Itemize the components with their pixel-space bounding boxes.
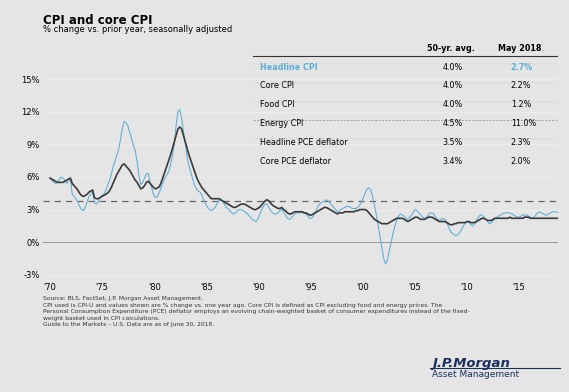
- Text: % change vs. prior year, seasonally adjusted: % change vs. prior year, seasonally adju…: [43, 25, 232, 34]
- Text: 4.0%: 4.0%: [443, 82, 463, 91]
- Text: Core PCE deflator: Core PCE deflator: [259, 157, 331, 165]
- Text: Food CPI: Food CPI: [259, 100, 294, 109]
- Text: Headline CPI: Headline CPI: [259, 63, 318, 72]
- Text: 2.7%: 2.7%: [511, 63, 533, 72]
- Text: 2.0%: 2.0%: [511, 157, 531, 165]
- Text: CPI and core CPI: CPI and core CPI: [43, 14, 152, 27]
- Text: Source: BLS, FactSet, J.P. Morgan Asset Management.
CPI used is CPI-U and values: Source: BLS, FactSet, J.P. Morgan Asset …: [43, 296, 469, 327]
- Text: 4.5%: 4.5%: [443, 119, 463, 128]
- Text: 2.3%: 2.3%: [511, 138, 531, 147]
- Text: 3.4%: 3.4%: [443, 157, 463, 165]
- Text: Headline PCE deflator: Headline PCE deflator: [259, 138, 347, 147]
- Text: Energy CPI: Energy CPI: [259, 119, 303, 128]
- Text: 4.0%: 4.0%: [443, 63, 463, 72]
- Text: 2.2%: 2.2%: [511, 82, 531, 91]
- Text: May 2018: May 2018: [498, 44, 542, 53]
- Text: 50-yr. avg.: 50-yr. avg.: [427, 44, 475, 53]
- Text: Asset Management: Asset Management: [432, 370, 519, 379]
- Text: J.P.Morgan: J.P.Morgan: [432, 357, 510, 370]
- Text: 1.2%: 1.2%: [511, 100, 531, 109]
- Text: 11.0%: 11.0%: [511, 119, 536, 128]
- Text: Core CPI: Core CPI: [259, 82, 294, 91]
- Text: 4.0%: 4.0%: [443, 100, 463, 109]
- Text: 3.5%: 3.5%: [443, 138, 463, 147]
